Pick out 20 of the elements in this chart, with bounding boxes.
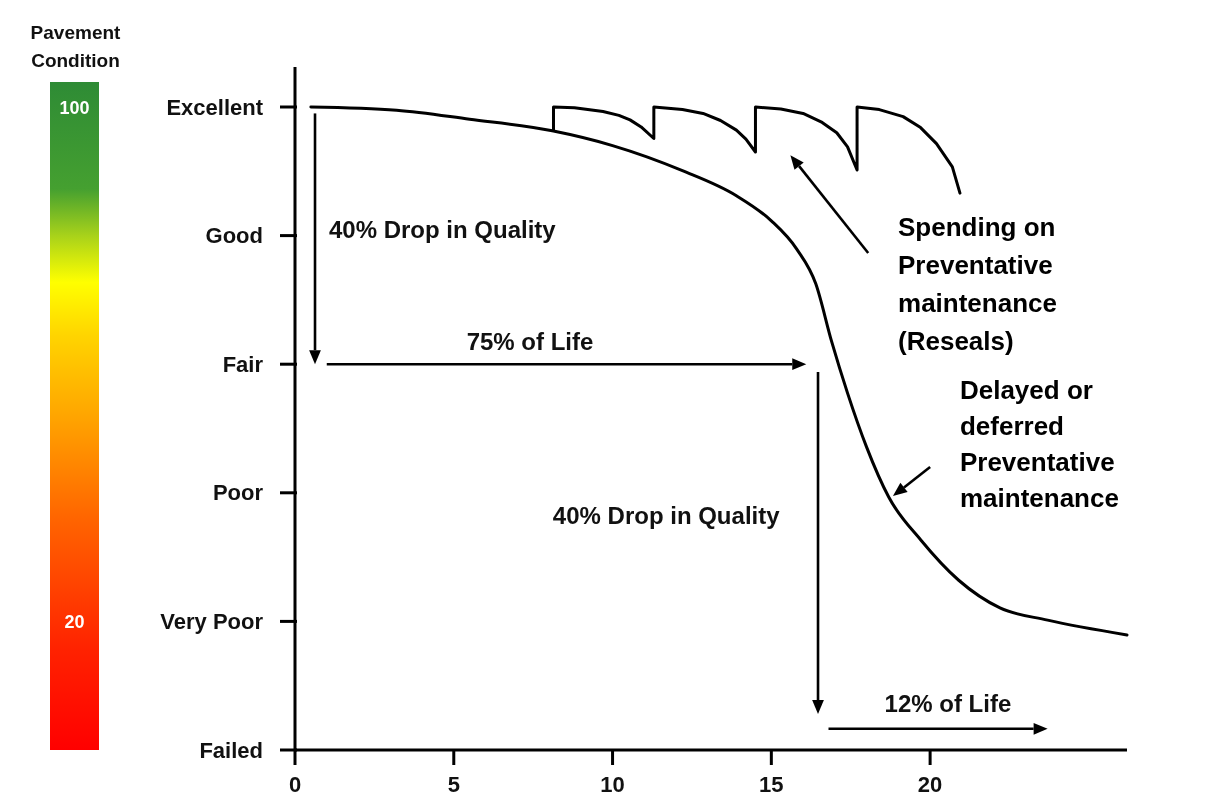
text: Fair: [222, 351, 264, 377]
x-tick-label: 0: [288, 771, 302, 797]
text: Failed: [199, 737, 263, 763]
annotation: 75% of Life: [466, 327, 594, 355]
text: Good: [205, 223, 263, 249]
color-bar-title: Pavement Condition: [30, 21, 122, 71]
annotation: 40% Drop in Quality: [328, 216, 557, 244]
annotation: 40% Drop in Quality: [552, 501, 781, 529]
text: Excellent: [166, 94, 264, 120]
annotation: 12% of Life: [884, 689, 1012, 717]
x-tick-label: 10: [600, 771, 625, 797]
text: Spending on Preventative maintenance (Reseals): [898, 212, 1057, 357]
text: Poor: [212, 480, 264, 506]
text: Very Poor: [160, 608, 264, 634]
color-bar-label: 20: [64, 611, 85, 632]
series-label: Delayed or deferred Preventative maintenance: [959, 374, 1119, 513]
x-tick-label: 15: [759, 771, 784, 797]
color-bar-label: 100: [59, 97, 90, 118]
x-tick-label: 20: [917, 771, 943, 797]
x-tick-label: 5: [447, 771, 460, 797]
